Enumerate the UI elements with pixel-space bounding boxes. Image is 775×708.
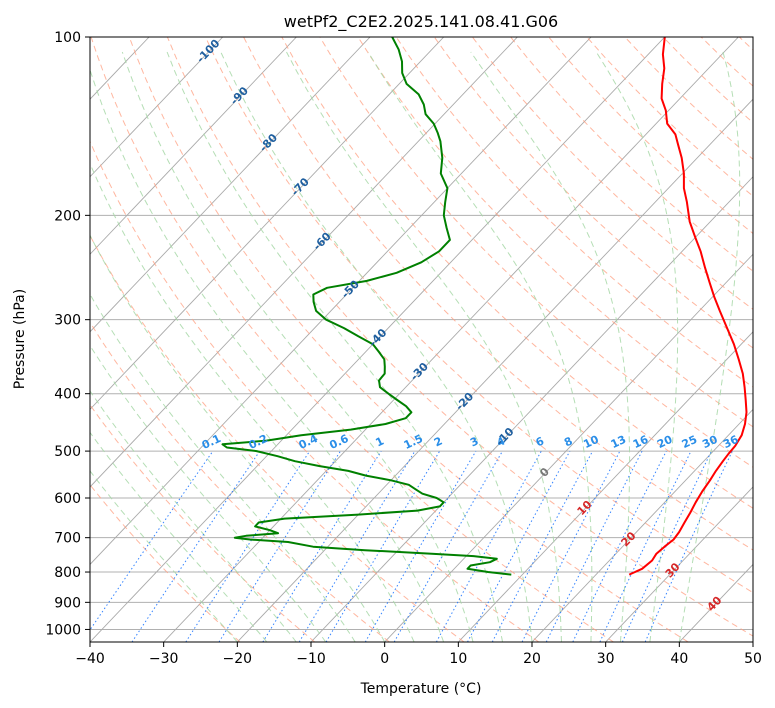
mixing-ratio-line bbox=[644, 450, 733, 642]
x-tick-label: −30 bbox=[149, 651, 179, 667]
mixing-ratio-label: 13 bbox=[609, 433, 628, 451]
chart-title: wetPf2_C2E2.2025.141.08.41.G06 bbox=[284, 12, 558, 32]
isotherm-line bbox=[237, 98, 753, 642]
profile-layer bbox=[221, 37, 748, 576]
x-tick-label: −10 bbox=[296, 651, 326, 667]
isotherm-line bbox=[90, 37, 666, 642]
moist-adiabat bbox=[470, 51, 631, 642]
moist-adiabat bbox=[90, 344, 327, 642]
isotherm-line bbox=[310, 176, 753, 642]
moist-adiabat bbox=[286, 51, 562, 642]
moist-adiabat bbox=[90, 390, 297, 642]
axis-ticks: −40 −30 −20 −10 0 10 20 30 40 50 1000 900 800 700 600 5… bbox=[45, 30, 762, 667]
mixing-ratio-line bbox=[393, 450, 503, 642]
dry-adiabat bbox=[90, 234, 465, 642]
moist-adiabat bbox=[121, 51, 474, 642]
moist-adiabat bbox=[90, 162, 415, 642]
x-tick-label: 0 bbox=[380, 651, 389, 667]
dry-adiabat bbox=[243, 37, 753, 551]
mixing-ratio-line bbox=[572, 450, 667, 642]
mixing-ratio-line bbox=[467, 450, 571, 642]
mixing-ratio-label: 25 bbox=[680, 433, 699, 451]
dry-adiabat bbox=[90, 483, 241, 642]
dry-adiabat bbox=[510, 37, 753, 272]
moist-adiabat bbox=[90, 68, 445, 642]
dry-adiabat bbox=[90, 140, 540, 642]
dry-adiabat bbox=[166, 37, 753, 637]
temperature-profile bbox=[628, 37, 748, 576]
x-tick-label: 50 bbox=[744, 651, 762, 667]
mixing-ratio-line bbox=[298, 450, 416, 642]
moist-adiabat bbox=[90, 470, 238, 642]
isotherm-line bbox=[90, 37, 518, 488]
y-tick-label: 700 bbox=[54, 531, 81, 547]
y-tick-label: 800 bbox=[54, 565, 81, 581]
y-tick-label: 500 bbox=[54, 444, 81, 460]
y-tick-label: 300 bbox=[54, 313, 81, 329]
y-tick-label: 600 bbox=[54, 491, 81, 507]
mixing-ratio-line bbox=[325, 450, 441, 642]
mixing-ratio-line bbox=[364, 450, 477, 642]
moist-adiabat bbox=[90, 431, 268, 642]
x-tick-label: 30 bbox=[597, 651, 615, 667]
isotherm-line bbox=[605, 486, 753, 642]
dry-adiabat bbox=[433, 37, 753, 349]
mixing-ratio-line bbox=[185, 450, 311, 642]
y-tick-label: 200 bbox=[54, 208, 81, 224]
isotherm-line bbox=[90, 37, 297, 255]
isotherm-line bbox=[90, 37, 224, 178]
y-axis-label: Pressure (hPa) bbox=[12, 289, 28, 389]
y-tick-label: 400 bbox=[54, 387, 81, 403]
moist-adiabat bbox=[595, 51, 679, 642]
dry-adiabat bbox=[90, 37, 614, 642]
x-tick-label: 40 bbox=[670, 651, 688, 667]
y-tick-label: 1000 bbox=[45, 622, 81, 638]
mixing-ratio-line bbox=[435, 450, 542, 642]
x-tick-label: 10 bbox=[449, 651, 467, 667]
y-tick-label: 900 bbox=[54, 595, 81, 611]
isotherm-line bbox=[90, 37, 371, 333]
isotherm-line bbox=[384, 253, 753, 642]
x-tick-label: −40 bbox=[75, 651, 105, 667]
mixing-ratio-line bbox=[90, 450, 214, 631]
dry-adiabat bbox=[128, 37, 689, 642]
mixing-ratio-label: 16 bbox=[631, 433, 651, 451]
x-tick-label: 20 bbox=[523, 651, 541, 667]
moist-adiabat bbox=[220, 51, 533, 642]
x-tick-label: −20 bbox=[223, 651, 253, 667]
dry-adiabat bbox=[395, 37, 753, 388]
moist-adiabat bbox=[90, 293, 356, 642]
isotherm-line bbox=[90, 37, 445, 411]
x-axis-label: Temperature (°C) bbox=[360, 681, 482, 697]
mixing-ratio-label: 36 bbox=[721, 433, 741, 451]
dry-adiabat bbox=[357, 37, 753, 428]
y-tick-label: 100 bbox=[54, 30, 81, 46]
mixing-ratio-line bbox=[599, 450, 692, 642]
moist-adiabat bbox=[367, 51, 593, 642]
mixing-ratio-label: 30 bbox=[700, 433, 720, 451]
plot-frame bbox=[89, 36, 754, 643]
moist-adiabat bbox=[166, 51, 503, 642]
dry-adiabat bbox=[624, 37, 753, 160]
mixing-ratio-label: 20 bbox=[655, 433, 675, 451]
dry-adiabat bbox=[281, 37, 753, 509]
isotherm-line bbox=[90, 37, 592, 566]
mixing-ratio-line bbox=[262, 450, 382, 642]
mixing-ratio-label: 10 bbox=[581, 433, 601, 451]
dry-adiabat bbox=[472, 37, 753, 310]
dewpoint-profile bbox=[221, 37, 512, 576]
moist-adiabat bbox=[90, 234, 386, 642]
mixing-ratio-line bbox=[218, 450, 341, 642]
